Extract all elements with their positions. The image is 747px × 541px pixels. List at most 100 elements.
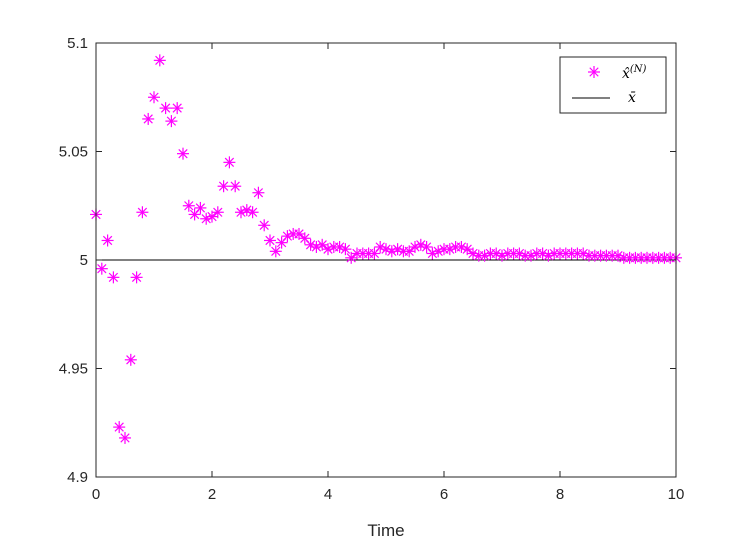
data-point bbox=[339, 243, 352, 256]
marker-stroke bbox=[178, 149, 188, 159]
marker-stroke bbox=[149, 92, 159, 102]
data-point bbox=[159, 102, 172, 115]
marker-stroke bbox=[404, 246, 414, 256]
legend-label-estimate-sup: (N) bbox=[630, 64, 647, 75]
marker-stroke bbox=[526, 250, 536, 261]
marker-stroke bbox=[282, 231, 293, 241]
marker-stroke bbox=[387, 246, 397, 256]
data-point bbox=[246, 206, 259, 219]
marker-stroke bbox=[230, 181, 240, 191]
marker-stroke bbox=[137, 207, 148, 217]
marker-stroke bbox=[207, 211, 217, 222]
marker-stroke bbox=[166, 116, 177, 126]
marker-stroke bbox=[578, 248, 588, 259]
marker-stroke bbox=[184, 201, 194, 211]
data-point bbox=[130, 271, 143, 284]
marker-stroke bbox=[346, 253, 356, 263]
marker-stroke bbox=[416, 240, 426, 250]
marker-stroke bbox=[242, 205, 252, 215]
y-tick-label: 5 bbox=[80, 252, 88, 269]
data-point bbox=[467, 247, 479, 260]
legend-label-reference: x̄ bbox=[628, 90, 636, 106]
marker-stroke bbox=[392, 244, 403, 254]
data-point bbox=[177, 147, 189, 160]
marker-stroke bbox=[381, 244, 391, 254]
data-point bbox=[119, 431, 131, 444]
data-point bbox=[165, 115, 178, 128]
marker-stroke bbox=[143, 114, 153, 124]
marker-stroke bbox=[456, 242, 467, 252]
marker-stroke bbox=[479, 250, 490, 261]
marker-stroke bbox=[247, 207, 258, 217]
marker-stroke bbox=[253, 188, 264, 198]
marker-stroke bbox=[305, 240, 316, 250]
marker-stroke bbox=[160, 103, 171, 113]
data-point bbox=[258, 219, 271, 232]
marker-stroke bbox=[514, 248, 525, 259]
data-point bbox=[124, 353, 137, 366]
marker-stroke bbox=[102, 235, 113, 246]
legend-label-estimate-base: x̂ bbox=[622, 66, 630, 82]
data-point bbox=[264, 234, 276, 247]
legend-marker-estimate bbox=[588, 66, 600, 78]
marker-stroke bbox=[410, 242, 420, 252]
data-point bbox=[142, 112, 155, 125]
marker-stroke bbox=[97, 264, 107, 274]
y-tick-label: 5.05 bbox=[59, 144, 88, 161]
marker-stroke bbox=[259, 220, 269, 230]
marker-stroke bbox=[445, 244, 455, 254]
data-point bbox=[368, 247, 381, 260]
data-point bbox=[95, 262, 108, 275]
marker-stroke bbox=[131, 272, 142, 283]
data-point bbox=[148, 91, 160, 104]
marker-stroke bbox=[265, 235, 275, 246]
y-tick-label: 5.1 bbox=[67, 35, 88, 52]
data-point bbox=[536, 247, 549, 260]
data-point bbox=[171, 102, 184, 115]
marker-stroke bbox=[236, 207, 246, 217]
axis-ticks: 0 2 4 6 8 10 4.9 4.95 5 5.05 5.1 bbox=[59, 35, 685, 503]
marker-stroke bbox=[433, 246, 443, 256]
marker-stroke bbox=[537, 248, 548, 259]
data-point bbox=[136, 206, 149, 219]
marker-stroke bbox=[300, 233, 310, 243]
data-point bbox=[101, 234, 114, 247]
marker-stroke bbox=[323, 244, 333, 254]
legend: x̂(N) x̄ bbox=[559, 56, 667, 114]
x-tick-label: 10 bbox=[668, 486, 685, 503]
marker-stroke bbox=[340, 244, 351, 254]
marker-stroke bbox=[497, 250, 507, 261]
data-point bbox=[194, 201, 207, 214]
marker-stroke bbox=[201, 214, 211, 224]
marker-stroke bbox=[155, 55, 165, 66]
data-point bbox=[107, 271, 120, 284]
marker-stroke bbox=[334, 242, 345, 252]
legend-label-estimate: x̂(N) bbox=[622, 64, 647, 82]
marker-stroke bbox=[613, 250, 623, 261]
marker-stroke bbox=[126, 355, 136, 365]
marker-stroke bbox=[271, 246, 281, 256]
legend-box bbox=[559, 56, 667, 114]
data-points bbox=[90, 54, 682, 444]
data-point bbox=[269, 245, 282, 258]
marker-stroke bbox=[468, 248, 478, 259]
data-point bbox=[333, 240, 346, 253]
marker-stroke bbox=[294, 229, 304, 239]
marker-stroke bbox=[462, 244, 472, 254]
marker-stroke bbox=[195, 203, 206, 213]
marker-stroke bbox=[224, 157, 235, 168]
marker-stroke bbox=[543, 250, 554, 261]
data-point bbox=[223, 156, 236, 169]
marker-stroke bbox=[317, 240, 327, 250]
data-point bbox=[461, 243, 474, 256]
data-point bbox=[252, 186, 265, 199]
marker-stroke bbox=[311, 242, 322, 252]
data-point bbox=[432, 245, 445, 258]
marker-stroke bbox=[491, 248, 501, 259]
marker-stroke bbox=[120, 433, 130, 443]
data-point bbox=[525, 249, 537, 262]
marker-stroke bbox=[375, 242, 385, 252]
marker-stroke bbox=[114, 422, 124, 432]
y-tick-label: 4.9 bbox=[67, 469, 88, 486]
